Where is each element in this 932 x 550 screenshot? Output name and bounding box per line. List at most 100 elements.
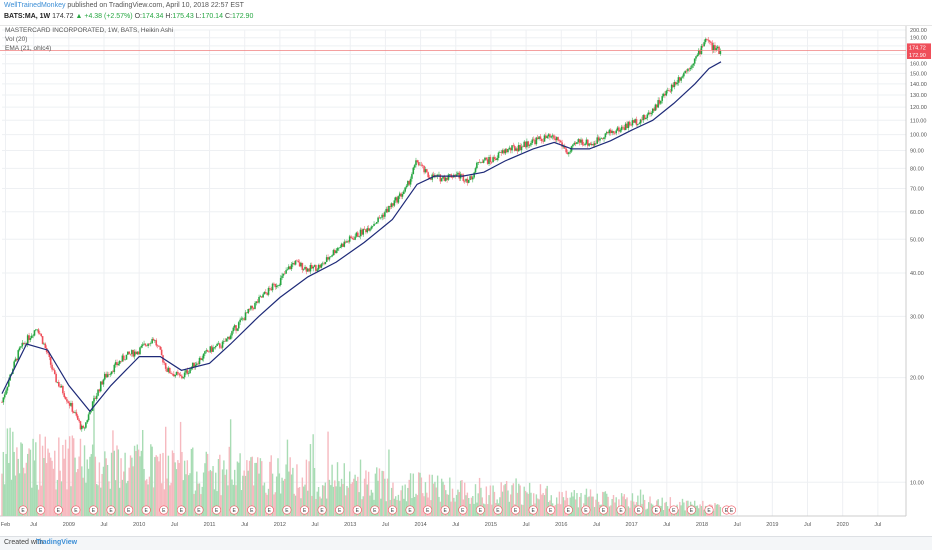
candle-body: [600, 138, 603, 139]
volume-bar: [144, 480, 147, 516]
volume-bar: [601, 491, 604, 516]
candle-body: [685, 70, 688, 72]
volume-bar: [683, 502, 685, 516]
earnings-marker[interactable]: E: [352, 505, 362, 515]
candle-body: [530, 143, 532, 146]
volume-bar: [73, 438, 75, 516]
earnings-marker[interactable]: E: [475, 505, 485, 515]
earnings-marker[interactable]: E: [370, 505, 380, 515]
volume-bar: [198, 483, 201, 516]
candle-body: [244, 312, 247, 321]
chart-area[interactable]: 10.00 20.00 30.00 40.00 50.00 60.00 70.00 80.00…: [0, 26, 932, 536]
earnings-marker[interactable]: E: [458, 505, 468, 515]
earnings-marker[interactable]: E: [282, 505, 292, 515]
candle-body: [78, 419, 80, 422]
candle-body: [166, 368, 168, 372]
volume-bar: [190, 448, 193, 516]
tradingview-logo[interactable]: TradingView: [36, 539, 78, 546]
candle-body: [156, 345, 159, 347]
candle-body: [338, 247, 340, 249]
earnings-marker[interactable]: E: [71, 505, 81, 515]
volume-bar: [127, 480, 129, 516]
candle-body: [39, 333, 41, 335]
volume-bar: [631, 493, 634, 516]
earnings-marker[interactable]: E: [124, 505, 134, 515]
earnings-marker[interactable]: E: [88, 505, 98, 515]
volume-bar: [451, 488, 454, 516]
earnings-marker[interactable]: E: [563, 505, 573, 515]
candle-body: [371, 225, 374, 227]
volume-bar: [316, 491, 318, 516]
earnings-label: E: [725, 508, 729, 514]
earnings-marker[interactable]: E: [229, 505, 239, 515]
earnings-marker[interactable]: E: [176, 505, 186, 515]
author-link[interactable]: WellTrainedMonkey: [4, 2, 66, 9]
candle-body: [278, 285, 281, 286]
legend-ema[interactable]: EMA (21, ohlc4): [5, 45, 52, 52]
volume-bar: [212, 466, 214, 516]
earnings-marker[interactable]: E: [423, 505, 433, 515]
earnings-marker[interactable]: E: [300, 505, 310, 515]
candle-body: [292, 263, 294, 265]
earnings-label: E: [514, 508, 518, 514]
earnings-marker[interactable]: E: [106, 505, 116, 515]
earnings-marker[interactable]: E: [53, 505, 63, 515]
candle-body: [147, 343, 149, 347]
earnings-marker[interactable]: E: [440, 505, 450, 515]
earnings-label: E: [303, 508, 307, 514]
earnings-marker[interactable]: E: [36, 505, 46, 515]
legend-volume[interactable]: Vol (20): [5, 36, 28, 43]
candle-body: [554, 138, 557, 141]
earnings-marker[interactable]: E: [616, 505, 626, 515]
candle-body: [213, 347, 216, 348]
volume-bar: [351, 482, 354, 516]
candle-body: [133, 351, 136, 357]
earnings-marker[interactable]: E: [159, 505, 169, 515]
volume-bar: [315, 498, 317, 516]
earnings-marker[interactable]: E: [387, 505, 397, 515]
volume-bar: [700, 506, 703, 516]
earnings-marker[interactable]: E: [581, 505, 591, 515]
volume-bar: [633, 501, 635, 516]
candle-body: [534, 139, 536, 145]
earnings-marker[interactable]: E: [598, 505, 608, 515]
volume-bar: [68, 436, 71, 516]
earnings-marker[interactable]: E: [669, 505, 679, 515]
candle-body: [588, 143, 590, 146]
candle-body: [293, 263, 296, 265]
earnings-label: E: [584, 508, 588, 514]
earnings-marker[interactable]: E: [651, 505, 661, 515]
candle-body: [352, 238, 355, 240]
candle-body: [689, 67, 692, 70]
earnings-marker[interactable]: E: [317, 505, 327, 515]
earnings-marker[interactable]: E: [686, 505, 696, 515]
earnings-marker[interactable]: E: [727, 505, 737, 515]
candle-body: [627, 121, 630, 129]
price-chart[interactable]: 10.00 20.00 30.00 40.00 50.00 60.00 70.00 80.00…: [0, 26, 932, 536]
publish-info: published on TradingView.com, April 10, …: [65, 2, 244, 9]
earnings-label: E: [479, 508, 483, 514]
earnings-marker[interactable]: E: [247, 505, 257, 515]
legend-main[interactable]: MASTERCARD INCORPORATED, 1W, BATS, Heiki…: [5, 27, 174, 34]
earnings-marker[interactable]: E: [493, 505, 503, 515]
earnings-marker[interactable]: E: [194, 505, 204, 515]
earnings-marker[interactable]: E: [511, 505, 521, 515]
earnings-marker[interactable]: E: [546, 505, 556, 515]
candle-body: [229, 335, 232, 340]
earnings-marker[interactable]: E: [264, 505, 274, 515]
candle-body: [267, 288, 270, 295]
earnings-marker[interactable]: E: [528, 505, 538, 515]
earnings-marker[interactable]: E: [335, 505, 345, 515]
volume-bar: [284, 478, 286, 516]
earnings-marker[interactable]: E: [704, 505, 714, 515]
earnings-marker[interactable]: E: [18, 505, 28, 515]
earnings-marker[interactable]: E: [141, 505, 151, 515]
earnings-marker[interactable]: E: [634, 505, 644, 515]
volume-bar: [643, 499, 646, 516]
candle-body: [692, 63, 695, 66]
earnings-marker[interactable]: E: [212, 505, 222, 515]
candle-body: [139, 347, 141, 355]
earnings-marker[interactable]: E: [405, 505, 415, 515]
volume-bar: [668, 508, 670, 516]
volume-bar: [64, 439, 67, 516]
